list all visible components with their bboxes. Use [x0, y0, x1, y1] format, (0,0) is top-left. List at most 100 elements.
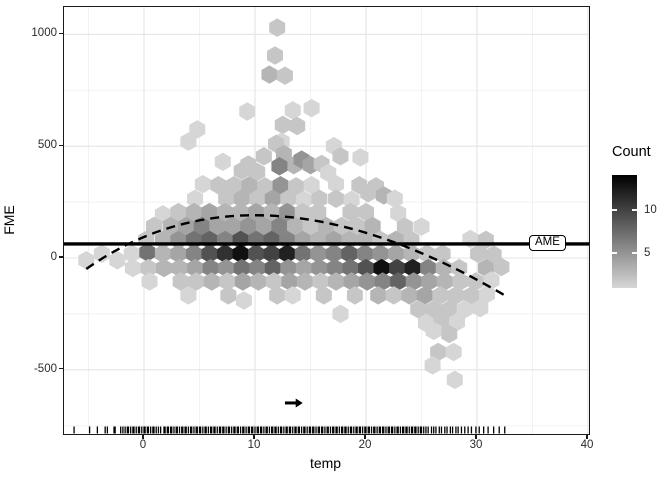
hexbin-cell [271, 157, 288, 176]
hexbin-cell [139, 243, 156, 262]
hexbin-cell [311, 258, 328, 278]
hexbin-cell [248, 244, 265, 263]
hexbin-cell [235, 291, 252, 310]
hexbin-cell [447, 286, 464, 305]
hexbin-cell [311, 189, 328, 208]
hexbin-cell [341, 244, 358, 263]
hexbin-cell [241, 176, 258, 195]
hexbin-cell [284, 101, 301, 120]
hexbin-cell [390, 204, 407, 223]
hexbin-cell [470, 244, 487, 263]
hexbin-cell [403, 244, 420, 263]
hexbin-cell [269, 18, 286, 37]
hexbin-cell [288, 177, 305, 196]
y-tick-mark [58, 32, 63, 34]
hexbin-cell [272, 176, 289, 195]
hexbin-cell [201, 202, 218, 222]
x-tick-label: 10 [247, 439, 261, 451]
hexbin-cell [279, 244, 296, 263]
hexbin-cell [342, 258, 359, 278]
hexbin-cell [289, 116, 306, 136]
hexbin-cell [295, 190, 312, 210]
hexbin-cell [358, 202, 374, 222]
plot-panel [63, 6, 590, 435]
hexbin-cell [194, 174, 211, 194]
y-tick-mark [58, 144, 63, 146]
hexbin-cell [463, 286, 480, 305]
hexbin-cell [430, 342, 447, 362]
x-axis-title: temp [309, 455, 342, 471]
hexbin-cell [358, 258, 374, 278]
hexbin-cell [333, 216, 350, 236]
hexbin-cell [294, 244, 311, 263]
hexbin-cell [456, 299, 473, 319]
hexbin-cell [276, 66, 293, 85]
arrow-annotation-head [295, 398, 303, 408]
hexbin-cell [441, 324, 458, 344]
hexbin-cell [385, 286, 402, 305]
hexbin-cell [185, 202, 202, 222]
x-tick-mark [586, 434, 588, 439]
hexbin-cell [180, 132, 197, 151]
hexbin-cell [202, 258, 219, 278]
hexbin-cell [493, 257, 510, 277]
hexbin-cell [248, 202, 265, 222]
hexbin-cell [261, 65, 278, 84]
hexbin-cell [263, 244, 280, 263]
hexbin-cell [185, 244, 202, 263]
hexbin-cell [233, 161, 250, 180]
x-tick-mark [475, 434, 477, 439]
hexbin-cell [310, 202, 327, 222]
hexbin-cell [249, 162, 266, 182]
hexbin-cell [155, 258, 172, 278]
hexbin-cell [390, 272, 407, 291]
hexbin-cell [485, 245, 502, 264]
hexbin-cell [274, 115, 291, 135]
y-tick-label: 0 [50, 251, 57, 263]
hexbin-cell [209, 216, 226, 236]
hexbin-cell [328, 272, 345, 291]
hexbin-cell [320, 163, 337, 183]
hexbin-cell [410, 299, 427, 319]
hexbin-cell [343, 272, 360, 291]
hexbin-cell [218, 258, 235, 278]
hexbin-cell [218, 189, 235, 208]
hexbin-cell [416, 286, 433, 305]
hexbin-cell [232, 202, 249, 222]
hexbin-cell [342, 202, 359, 222]
hexbin-cell [310, 244, 327, 263]
hexbin-cell [240, 216, 257, 236]
hexbin-cell [225, 176, 242, 195]
y-tick-label: -500 [33, 362, 57, 375]
hexbin-cell [255, 216, 272, 236]
hexbin-cell [424, 356, 441, 375]
hexbin-cell [434, 244, 451, 263]
smooth-curve [85, 214, 507, 298]
hexbin-cell [224, 216, 241, 236]
hexbin-cell [356, 244, 373, 263]
hexbin-cell [154, 244, 171, 263]
hexbin-cell [303, 98, 320, 118]
hexbin-cell [303, 176, 320, 195]
hexbin-cell [249, 189, 266, 208]
hexbin-cell [141, 272, 158, 291]
legend-tick-label: 10 [644, 203, 657, 216]
legend-title: Count [612, 144, 651, 160]
hexbin-cell [217, 244, 234, 263]
hexbin-cell [233, 189, 250, 208]
hexbin-cell [478, 284, 495, 304]
hexbin-cell [374, 272, 391, 291]
hexbin-cell [180, 286, 197, 305]
hexbin-cell [372, 244, 389, 263]
hexbin-cell [445, 342, 462, 362]
hexbin-cell [233, 258, 250, 278]
legend-tick-mark [632, 252, 637, 255]
hexbin-cell [255, 146, 272, 166]
hexbin-cell [234, 272, 251, 291]
plot-canvas [64, 7, 589, 434]
hexbin-cell [281, 272, 298, 291]
hexbin-cell [421, 272, 438, 291]
hexbin-cell [187, 258, 204, 278]
hexbin-cell [373, 258, 390, 278]
hexbin-cell [332, 146, 349, 166]
